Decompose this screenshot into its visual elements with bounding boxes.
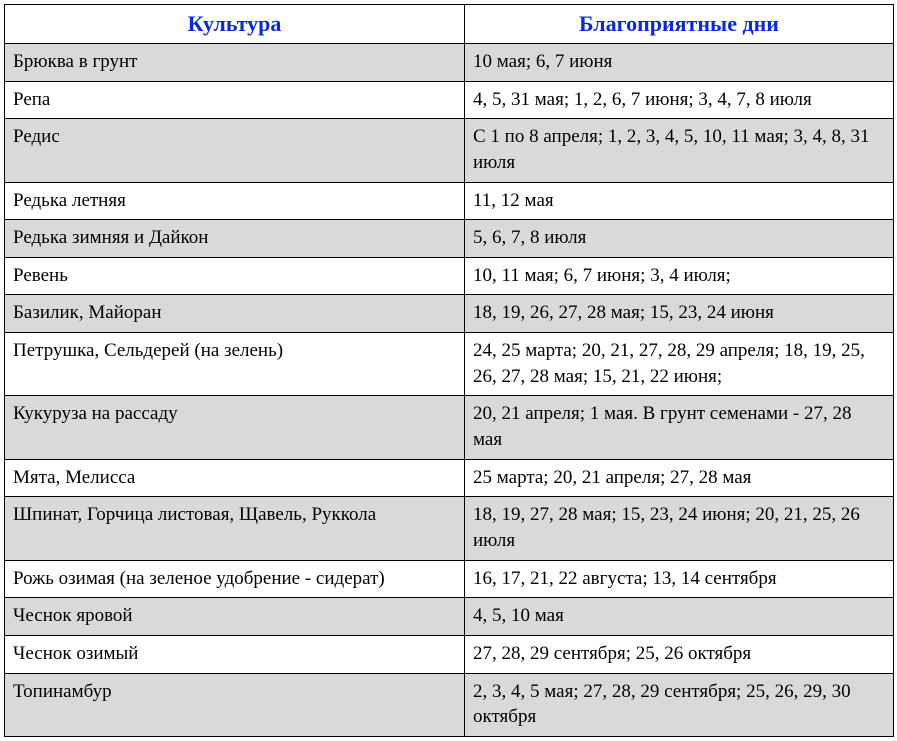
culture-cell: Репа xyxy=(5,81,465,119)
culture-cell: Кукуруза на рассаду xyxy=(5,396,465,459)
table-header-row: Культура Благоприятные дни xyxy=(5,5,894,44)
culture-cell: Мята, Мелисса xyxy=(5,459,465,497)
days-cell: 4, 5, 31 мая; 1, 2, 6, 7 июня; 3, 4, 7, … xyxy=(465,81,894,119)
culture-cell: Редис xyxy=(5,119,465,182)
days-cell: 4, 5, 10 мая xyxy=(465,598,894,636)
table-row: Редька зимняя и Дайкон 5, 6, 7, 8 июля xyxy=(5,220,894,258)
culture-cell: Базилик, Майоран xyxy=(5,295,465,333)
days-cell: 24, 25 марта; 20, 21, 27, 28, 29 апреля;… xyxy=(465,333,894,396)
table-row: Редька летняя 11, 12 мая xyxy=(5,182,894,220)
culture-cell: Редька летняя xyxy=(5,182,465,220)
planting-table: Культура Благоприятные дни Брюква в грун… xyxy=(4,4,894,737)
culture-cell: Чеснок яровой xyxy=(5,598,465,636)
days-cell: 18, 19, 27, 28 мая; 15, 23, 24 июня; 20,… xyxy=(465,497,894,560)
table-row: Базилик, Майоран 18, 19, 26, 27, 28 мая;… xyxy=(5,295,894,333)
culture-cell: Брюква в грунт xyxy=(5,44,465,82)
table-row: Ревень 10, 11 мая; 6, 7 июня; 3, 4 июля; xyxy=(5,257,894,295)
days-cell: 16, 17, 21, 22 августа; 13, 14 сентября xyxy=(465,560,894,598)
table-row: Кукуруза на рассаду 20, 21 апреля; 1 мая… xyxy=(5,396,894,459)
days-cell: 2, 3, 4, 5 мая; 27, 28, 29 сентября; 25,… xyxy=(465,673,894,736)
table-row: Чеснок озимый 27, 28, 29 сентября; 25, 2… xyxy=(5,635,894,673)
table-row: Редис С 1 по 8 апреля; 1, 2, 3, 4, 5, 10… xyxy=(5,119,894,182)
table-row: Чеснок яровой 4, 5, 10 мая xyxy=(5,598,894,636)
col-header-days: Благоприятные дни xyxy=(465,5,894,44)
col-header-culture: Культура xyxy=(5,5,465,44)
table-row: Шпинат, Горчица листовая, Щавель, Руккол… xyxy=(5,497,894,560)
culture-cell: Чеснок озимый xyxy=(5,635,465,673)
table-row: Мята, Мелисса 25 марта; 20, 21 апреля; 2… xyxy=(5,459,894,497)
days-cell: 27, 28, 29 сентября; 25, 26 октября xyxy=(465,635,894,673)
culture-cell: Петрушка, Сельдерей (на зелень) xyxy=(5,333,465,396)
culture-cell: Шпинат, Горчица листовая, Щавель, Руккол… xyxy=(5,497,465,560)
table-row: Брюква в грунт 10 мая; 6, 7 июня xyxy=(5,44,894,82)
table-row: Топинамбур 2, 3, 4, 5 мая; 27, 28, 29 се… xyxy=(5,673,894,736)
days-cell: 5, 6, 7, 8 июля xyxy=(465,220,894,258)
table-row: Репа 4, 5, 31 мая; 1, 2, 6, 7 июня; 3, 4… xyxy=(5,81,894,119)
days-cell: 20, 21 апреля; 1 мая. В грунт семенами -… xyxy=(465,396,894,459)
table-row: Рожь озимая (на зеленое удобрение - сиде… xyxy=(5,560,894,598)
culture-cell: Редька зимняя и Дайкон xyxy=(5,220,465,258)
culture-cell: Ревень xyxy=(5,257,465,295)
days-cell: 11, 12 мая xyxy=(465,182,894,220)
table-body: Брюква в грунт 10 мая; 6, 7 июня Репа 4,… xyxy=(5,44,894,737)
days-cell: С 1 по 8 апреля; 1, 2, 3, 4, 5, 10, 11 м… xyxy=(465,119,894,182)
days-cell: 18, 19, 26, 27, 28 мая; 15, 23, 24 июня xyxy=(465,295,894,333)
days-cell: 10 мая; 6, 7 июня xyxy=(465,44,894,82)
culture-cell: Топинамбур xyxy=(5,673,465,736)
days-cell: 25 марта; 20, 21 апреля; 27, 28 мая xyxy=(465,459,894,497)
days-cell: 10, 11 мая; 6, 7 июня; 3, 4 июля; xyxy=(465,257,894,295)
table-row: Петрушка, Сельдерей (на зелень) 24, 25 м… xyxy=(5,333,894,396)
culture-cell: Рожь озимая (на зеленое удобрение - сиде… xyxy=(5,560,465,598)
